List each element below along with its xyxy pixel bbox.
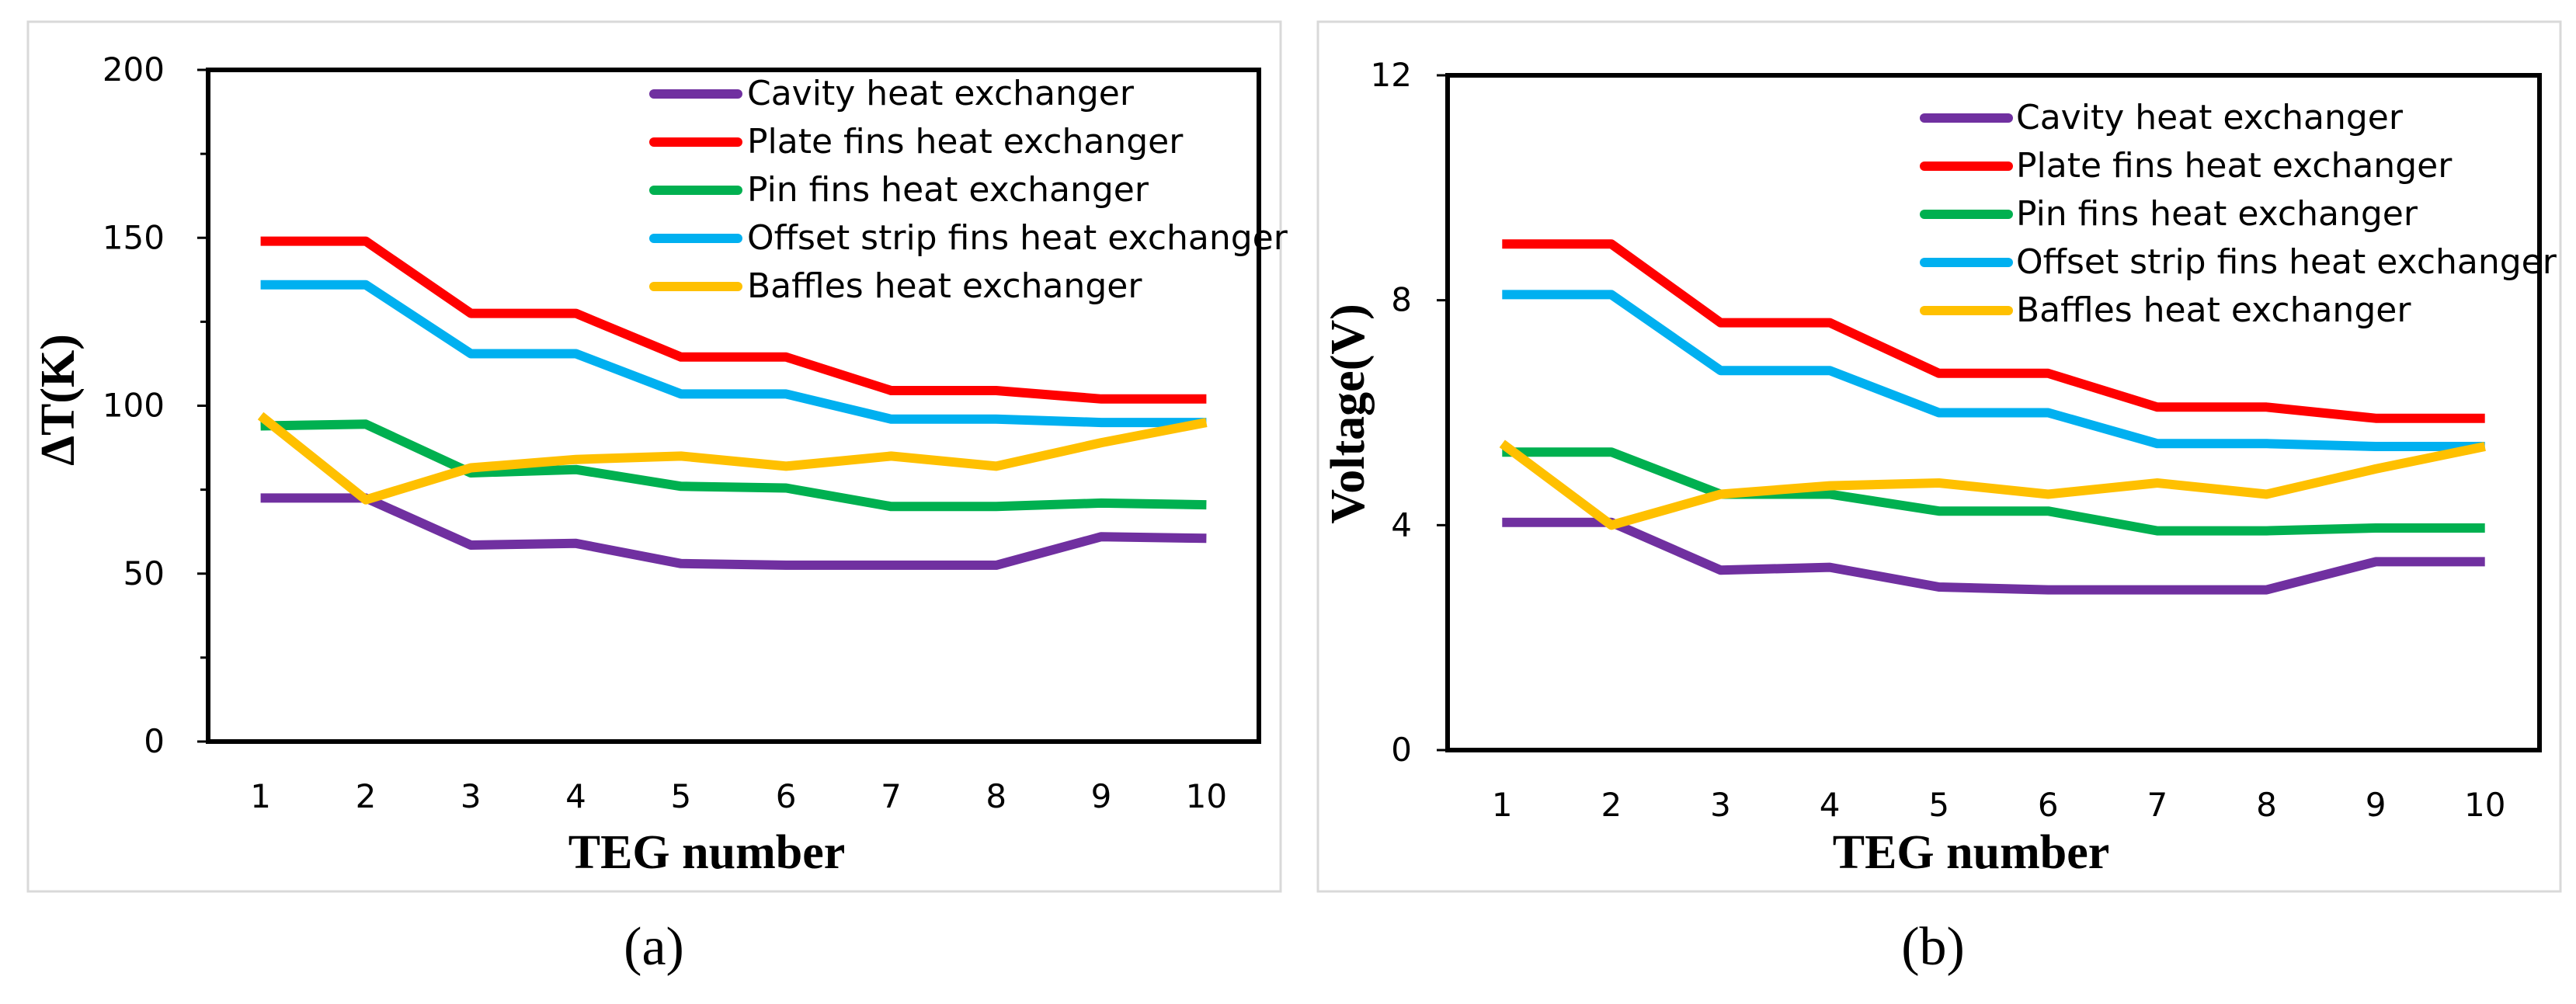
- legend-label: Baffles heat exchanger: [747, 266, 1142, 306]
- y-tick-label: 4: [1391, 505, 1412, 544]
- series-line-offset-strip-fins-heat-exchanger: [1502, 290, 2485, 451]
- series-line-offset-strip-fins-heat-exchanger: [260, 280, 1207, 428]
- series-line-pin-fins-heat-exchanger: [260, 419, 1207, 512]
- y-tick-label: 100: [103, 387, 165, 425]
- x-tick-label: 1: [250, 777, 271, 815]
- x-axis-title-a: TEG number: [568, 826, 846, 879]
- series-line-baffles-heat-exchanger: [1499, 439, 2486, 530]
- x-tick-label: 8: [986, 777, 1006, 815]
- x-axis-title-b: TEG number: [1833, 826, 2110, 879]
- series-line-plate-fins-heat-exchanger: [260, 236, 1207, 404]
- x-tick-label: 6: [776, 777, 797, 815]
- y-axis-title-a: ΔT(K): [32, 334, 85, 466]
- y-tick-label: 12: [1371, 56, 1412, 94]
- y-tick-label: 150: [103, 218, 165, 256]
- legend-label: Plate fins heat exchanger: [747, 122, 1184, 162]
- x-tick-label: 4: [565, 777, 586, 815]
- x-tick-label: 2: [1601, 786, 1622, 824]
- legend-label: Plate fins heat exchanger: [2016, 146, 2453, 186]
- panel-label-a: (a): [624, 917, 684, 977]
- x-tick-label: 5: [670, 777, 691, 815]
- x-tick-label: 9: [1091, 777, 1112, 815]
- y-tick-label: 50: [123, 554, 165, 592]
- x-tick-label: 6: [2038, 786, 2059, 824]
- legend-label: Cavity heat exchanger: [2016, 98, 2404, 137]
- chart-panel-a: 0 50 100 150 200 1 2 3 4 5 6 7 8 9 10 TEG number ΔT(K) Ca…: [26, 20, 1288, 893]
- series-line-cavity-heat-exchanger: [260, 493, 1207, 570]
- series-line-plate-fins-heat-exchanger: [1502, 239, 2485, 423]
- legend-label: Baffles heat exchanger: [2016, 290, 2411, 330]
- x-tick-label: 3: [461, 777, 481, 815]
- x-tick-label: 9: [2366, 786, 2387, 824]
- panel-label-b: (b): [1901, 917, 1965, 977]
- legend-label: Offset strip fins heat exchanger: [2016, 242, 2557, 282]
- x-tick-label: 2: [356, 777, 377, 815]
- legend-label: Pin fins heat exchanger: [747, 170, 1149, 210]
- x-tick-label: 7: [2147, 786, 2168, 824]
- y-tick-label: 0: [144, 722, 165, 760]
- y-tick-label: 8: [1391, 281, 1412, 319]
- series-line-cavity-heat-exchanger: [1502, 517, 2485, 595]
- x-tick-label: 3: [1710, 786, 1731, 824]
- x-tick-label: 1: [1492, 786, 1513, 824]
- x-tick-label: 4: [1820, 786, 1841, 824]
- x-tick-label: 10: [2464, 786, 2505, 824]
- x-tick-label: 8: [2256, 786, 2277, 824]
- x-tick-label: 10: [1186, 777, 1227, 815]
- plot-area-b: [1445, 73, 2542, 752]
- x-tick-label: 5: [1928, 786, 1949, 824]
- series-line-pin-fins-heat-exchanger: [1502, 447, 2485, 536]
- x-tick-label: 7: [881, 777, 902, 815]
- y-tick-label: 0: [1391, 731, 1412, 769]
- series-line-baffles-heat-exchanger: [257, 412, 1208, 505]
- legend-label: Pin fins heat exchanger: [2016, 194, 2418, 234]
- legend-label: Cavity heat exchanger: [747, 74, 1135, 113]
- y-axis-title-b: Voltage(V): [1322, 304, 1375, 524]
- legend-label: Offset strip fins heat exchanger: [747, 218, 1288, 258]
- y-tick-label: 200: [103, 50, 165, 89]
